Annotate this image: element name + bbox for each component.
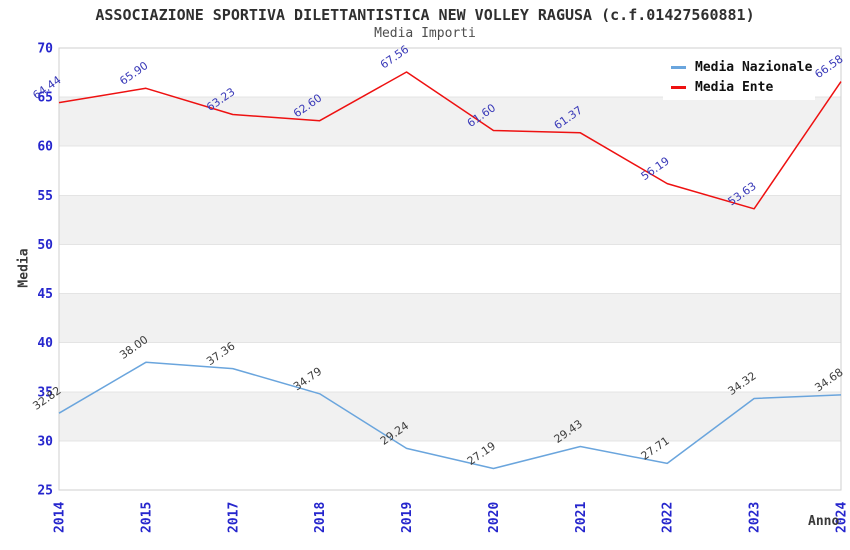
legend-row-media-ente: Media Ente xyxy=(671,80,807,95)
x-tick-label: 2024 xyxy=(835,502,850,533)
series-line-media-ente xyxy=(58,71,842,210)
chart-subtitle: Media Importi xyxy=(374,26,476,41)
x-tick-label: 2018 xyxy=(313,502,328,533)
y-tick-label: 35 xyxy=(37,385,53,400)
legend-label-media-nazionale: Media Nazionale xyxy=(695,59,813,75)
y-tick-label: 40 xyxy=(37,336,53,351)
shaded-band xyxy=(59,391,841,441)
x-tick-label: 2023 xyxy=(748,502,763,533)
legend-row-media-nazionale: Media Nazionale xyxy=(671,60,812,75)
y-tick-label: 25 xyxy=(37,484,53,499)
y-tick-label: 50 xyxy=(37,238,53,253)
y-tick-label: 70 xyxy=(37,42,53,57)
x-tick-label: 2022 xyxy=(661,502,676,533)
x-tick-label: 2021 xyxy=(574,502,589,533)
y-tick-label: 60 xyxy=(37,140,53,155)
shaded-band xyxy=(59,97,841,147)
plot-border xyxy=(58,47,842,491)
y-tick-label: 45 xyxy=(37,287,53,302)
shaded-band xyxy=(59,293,841,343)
chart-title: ASSOCIAZIONE SPORTIVA DILETTANTISTICA NE… xyxy=(95,6,755,24)
series-line-media-nazionale xyxy=(58,361,842,470)
x-tick-label: 2015 xyxy=(139,502,154,533)
legend-swatch-blue-line-icon xyxy=(671,65,686,69)
y-axis-title: Media xyxy=(16,248,32,288)
legend-label-media-ente: Media Ente xyxy=(695,79,774,95)
x-tick-label: 2020 xyxy=(487,502,502,533)
shaded-band xyxy=(59,195,841,245)
y-tick-label: 65 xyxy=(37,91,53,106)
x-tick-label: 2019 xyxy=(400,502,415,533)
y-tick-label: 30 xyxy=(37,434,53,449)
x-tick-label: 2014 xyxy=(53,502,68,533)
legend-swatch-red-line-icon xyxy=(671,85,686,89)
y-tick-label: 55 xyxy=(37,189,53,204)
x-axis-title: Anno xyxy=(808,514,840,529)
x-tick-label: 2017 xyxy=(226,502,241,533)
legend: Media Nazionale Media Ente xyxy=(663,54,815,100)
